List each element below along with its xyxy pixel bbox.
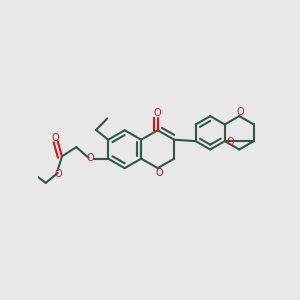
Text: O: O (236, 106, 244, 116)
Text: O: O (51, 133, 59, 142)
Text: O: O (54, 169, 62, 179)
Text: O: O (226, 137, 234, 147)
Text: O: O (154, 108, 161, 118)
Text: O: O (155, 168, 163, 178)
Text: O: O (86, 153, 94, 163)
